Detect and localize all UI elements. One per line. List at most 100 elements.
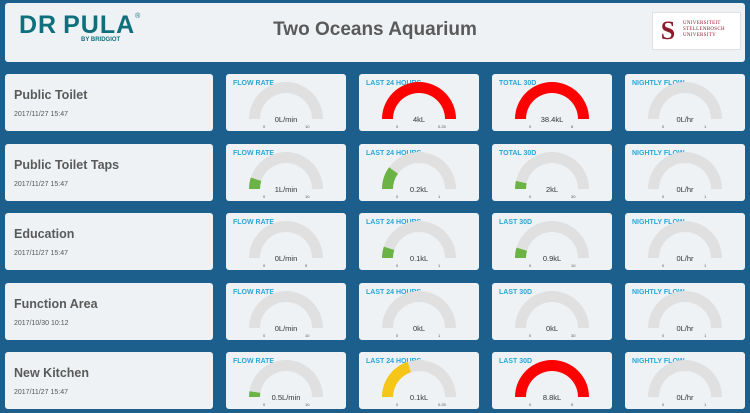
- gauge-max: 10: [571, 263, 576, 268]
- gauge-track: [515, 221, 589, 258]
- gauge-max: 8: [571, 124, 574, 129]
- gauge-min: 0: [396, 124, 399, 129]
- gauge-track: [249, 152, 323, 189]
- last-updated-timestamp: 2017/11/27 15:47: [14, 181, 68, 188]
- gauge-min: 0: [396, 402, 399, 407]
- gauge-label: LAST 24 HOURS: [366, 80, 422, 87]
- gauge-max: 1: [438, 263, 441, 268]
- gauge-dial: [648, 291, 722, 328]
- gauge-value: 1L/min: [274, 185, 298, 194]
- gauge-label: LAST 24 HOURS: [366, 150, 422, 157]
- gauge-min: 0: [529, 263, 532, 268]
- gauge-card[interactable]: LAST 30D 0.9kL 0 10: [492, 213, 612, 270]
- gauge-label: LAST 30D: [499, 289, 533, 296]
- last-updated-timestamp: 2017/10/30 10:12: [14, 320, 69, 327]
- gauge-card[interactable]: LAST 24 HOURS 0.1kL 0 0.25: [359, 352, 479, 409]
- gauge-card[interactable]: TOTAL 30D 38.4kL 0 8: [492, 74, 612, 131]
- logo-trademark: ®: [135, 13, 141, 20]
- gauge-card[interactable]: FLOW RATE 0L/min 0 5: [226, 213, 346, 270]
- university-crest-icon: S: [660, 16, 676, 45]
- gauge-track: [382, 152, 456, 189]
- gauge-max: 1: [438, 333, 441, 338]
- gauge-track: [249, 82, 323, 119]
- gauge-min: 0: [529, 124, 532, 129]
- gauge-card[interactable]: NIGHTLY FLOW 0L/hr 0 1: [625, 213, 745, 270]
- gauge-value: 0.2kL: [409, 185, 429, 194]
- gauge-min: 0: [396, 194, 399, 199]
- university-name: UNIVERSITEIT STELLENBOSCH UNIVERSITY: [683, 21, 725, 39]
- gauge-card[interactable]: LAST 30D 0kL 0 30: [492, 283, 612, 340]
- gauge-min: 0: [662, 194, 665, 199]
- gauge-card[interactable]: FLOW RATE 0.5L/min 0 10: [226, 352, 346, 409]
- location-card[interactable]: Education 2017/11/27 15:47: [5, 213, 213, 270]
- gauge-track: [249, 291, 323, 328]
- location-name: Public Toilet Taps: [14, 158, 120, 172]
- gauge-label: NIGHTLY FLOW: [632, 219, 685, 226]
- gauge-label: LAST 30D: [499, 219, 533, 226]
- gauge-card[interactable]: FLOW RATE 0L/min 0 10: [226, 74, 346, 131]
- gauge-label: TOTAL 30D: [499, 150, 537, 157]
- gauge-card[interactable]: FLOW RATE 1L/min 0 10: [226, 144, 346, 201]
- gauge-track: [249, 360, 323, 397]
- dropula-logo[interactable]: DR PULA® BY BRIDGIOT: [19, 13, 141, 44]
- gauge-fill: [382, 82, 456, 119]
- gauge-label: TOTAL 30D: [499, 80, 537, 87]
- gauge-value: 2kL: [545, 185, 559, 194]
- gauge-card[interactable]: NIGHTLY FLOW 0L/hr 0 1: [625, 283, 745, 340]
- gauge-card[interactable]: NIGHTLY FLOW 0L/hr 0 1: [625, 352, 745, 409]
- gauge-max: 1: [704, 263, 707, 268]
- gauge-card[interactable]: NIGHTLY FLOW 0L/hr 0 1: [625, 74, 745, 131]
- gauge-card[interactable]: LAST 24 HOURS 0.1kL 0 1: [359, 213, 479, 270]
- last-updated-timestamp: 2017/11/27 15:47: [14, 111, 68, 118]
- gauge-value: 0.1kL: [409, 393, 429, 402]
- gauge-label: LAST 24 HOURS: [366, 219, 422, 226]
- university-logo: S UNIVERSITEIT STELLENBOSCH UNIVERSITY: [652, 12, 741, 50]
- gauge-min: 0: [662, 402, 665, 407]
- gauge-value: 0L/min: [274, 115, 298, 124]
- gauge-value: 0L/hr: [676, 393, 694, 402]
- gauge-track: [648, 291, 722, 328]
- gauge-value: 4kL: [412, 115, 426, 124]
- gauge-value: 0L/min: [274, 254, 298, 263]
- gauge-min: 0: [263, 124, 266, 129]
- gauge-track: [382, 291, 456, 328]
- gauge-label: NIGHTLY FLOW: [632, 289, 685, 296]
- header-bar: DR PULA® BY BRIDGIOT Two Oceans Aquarium…: [5, 3, 745, 62]
- gauge-label: FLOW RATE: [233, 80, 275, 87]
- gauge-card[interactable]: NIGHTLY FLOW 0L/hr 0 1: [625, 144, 745, 201]
- gauge-dial: [648, 152, 722, 189]
- gauge-dial: [515, 221, 589, 258]
- location-card[interactable]: Public Toilet 2017/11/27 15:47: [5, 74, 213, 131]
- location-card[interactable]: Function Area 2017/10/30 10:12: [5, 283, 213, 340]
- gauge-min: 0: [529, 402, 532, 407]
- gauge-label: FLOW RATE: [233, 289, 275, 296]
- gauge-label: NIGHTLY FLOW: [632, 80, 685, 87]
- gauge-fill: [382, 167, 398, 189]
- gauge-card[interactable]: TOTAL 30D 2kL 0 30: [492, 144, 612, 201]
- gauge-max: 30: [571, 333, 576, 338]
- gauge-dial: [382, 82, 456, 119]
- gauge-card[interactable]: LAST 24 HOURS 0kL 0 1: [359, 283, 479, 340]
- last-updated-timestamp: 2017/11/27 15:47: [14, 250, 68, 257]
- gauge-min: 0: [263, 333, 266, 338]
- gauge-track: [648, 82, 722, 119]
- gauge-value: 0L/min: [274, 324, 298, 333]
- gauge-dial: [249, 291, 323, 328]
- gauge-fill: [249, 177, 262, 189]
- location-card[interactable]: Public Toilet Taps 2017/11/27 15:47: [5, 144, 213, 201]
- gauge-min: 0: [662, 263, 665, 268]
- gauge-value: 0.1kL: [409, 254, 429, 263]
- gauge-dial: [382, 152, 456, 189]
- gauge-dial: [249, 82, 323, 119]
- gauge-label: FLOW RATE: [233, 358, 275, 365]
- gauge-card[interactable]: LAST 24 HOURS 0.2kL 0 1: [359, 144, 479, 201]
- gauge-card[interactable]: FLOW RATE 0L/min 0 10: [226, 283, 346, 340]
- gauge-card[interactable]: LAST 24 HOURS 4kL 0 0.25: [359, 74, 479, 131]
- gauge-card[interactable]: LAST 30D 8.8kL 0 5: [492, 352, 612, 409]
- location-card[interactable]: New Kitchen 2017/11/27 15:47: [5, 352, 213, 409]
- gauge-fill: [382, 246, 395, 258]
- gauge-fill: [382, 361, 411, 397]
- gauge-label: NIGHTLY FLOW: [632, 150, 685, 157]
- gauge-value: 0kL: [545, 324, 559, 333]
- gauge-dial: [515, 291, 589, 328]
